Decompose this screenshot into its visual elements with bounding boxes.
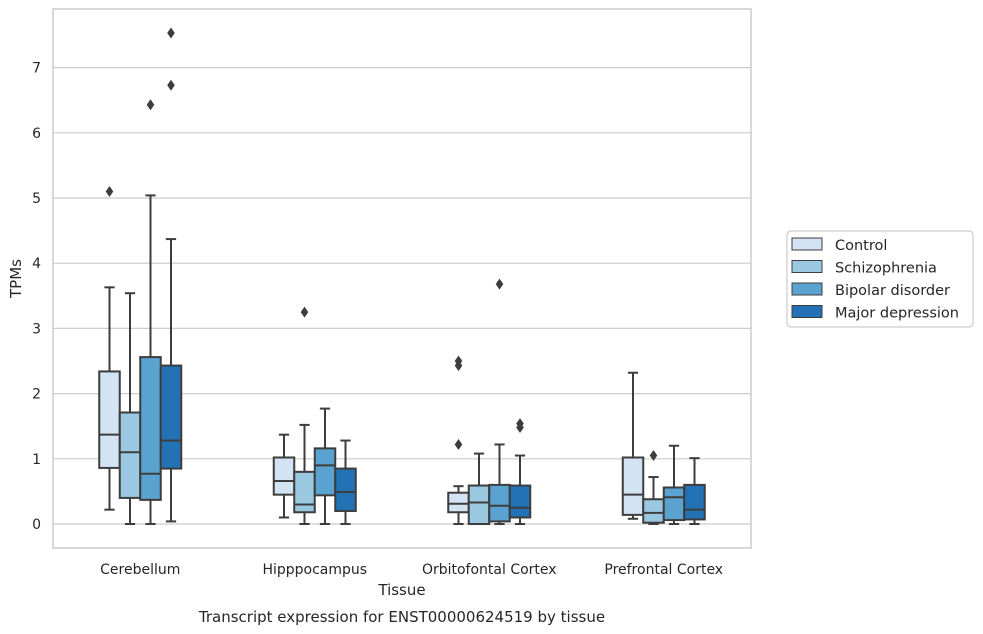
- box-iqr: [118, 411, 142, 499]
- outlier-point: [105, 185, 114, 197]
- box-3-0: [621, 371, 645, 520]
- box-iqr: [508, 484, 532, 519]
- box-2-2: [488, 278, 511, 525]
- box-iqr: [139, 356, 162, 501]
- y-tick-label: 3: [32, 321, 41, 337]
- box-iqr: [159, 364, 183, 470]
- legend-item: Control: [791, 237, 887, 254]
- box-3-1: [642, 450, 665, 525]
- x-tick-label: Hipppocampus: [262, 562, 367, 578]
- outlier-point: [454, 355, 463, 367]
- outlier-point: [167, 27, 175, 39]
- box-iqr: [293, 470, 316, 514]
- box-3-3: [683, 457, 706, 525]
- legend-swatch: [791, 305, 823, 318]
- box-iqr: [447, 491, 470, 514]
- outlier-point: [454, 438, 463, 450]
- box-iqr: [642, 498, 665, 524]
- box-iqr: [313, 447, 337, 497]
- box-3-2: [662, 444, 686, 525]
- x-axis-ticks: Cerebellum Hipppocampus Orbitofontal Corte…: [100, 562, 723, 578]
- box-iqr: [621, 456, 645, 516]
- box-0-3: [159, 27, 183, 523]
- legend-swatch: [791, 260, 823, 273]
- box-1-1: [293, 306, 316, 525]
- legend-frame: [786, 230, 974, 328]
- y-tick-label: 6: [32, 126, 41, 142]
- box-0-0: [98, 185, 121, 511]
- legend: Control Schizophrenia Bipolar disorder Majo…: [786, 230, 974, 328]
- box-iqr: [488, 483, 511, 523]
- chart-title: Transcript expression for ENST0000062451…: [198, 608, 605, 626]
- x-tick-label: Orbitofontal Cortex: [422, 562, 557, 578]
- box-1-3: [334, 439, 357, 525]
- box-2-1: [467, 452, 491, 526]
- box-iqr: [272, 456, 296, 496]
- legend-label: Bipolar disorder: [835, 283, 950, 299]
- box-0-1: [118, 292, 142, 525]
- box-2-3: [508, 418, 532, 525]
- outlier-point: [516, 418, 524, 430]
- y-tick-label: 2: [32, 387, 41, 403]
- outlier-point: [300, 306, 309, 318]
- box-iqr: [683, 483, 706, 521]
- y-axis-label: TPMs: [7, 259, 25, 299]
- legend-label: Control: [835, 238, 887, 254]
- legend-item: Major depression: [791, 305, 959, 322]
- box-iqr: [467, 484, 491, 526]
- box-iqr: [98, 370, 121, 469]
- outlier-point: [649, 450, 658, 462]
- legend-swatch: [791, 282, 823, 296]
- box-plot-series: [98, 27, 706, 526]
- x-tick-label: Prefrontal Cortex: [604, 562, 723, 578]
- plot-frame: [52, 8, 752, 549]
- box-1-2: [313, 407, 337, 525]
- outlier-point: [146, 99, 155, 111]
- outlier-point: [495, 278, 504, 290]
- legend-swatch: [791, 237, 823, 251]
- y-tick-label: 7: [32, 61, 41, 77]
- legend-item: Schizophrenia: [791, 260, 937, 277]
- box-iqr: [662, 486, 686, 522]
- y-tick-label: 4: [32, 256, 41, 272]
- box-1-0: [272, 433, 296, 519]
- legend-label: Major depression: [835, 306, 959, 322]
- y-tick-label: 1: [32, 452, 41, 468]
- x-tick-label: Cerebellum: [100, 562, 180, 578]
- y-tick-label: 0: [32, 517, 41, 533]
- y-axis-ticks: 0 1 2 3 4 5 6 7: [32, 61, 41, 533]
- y-tick-label: 5: [32, 191, 41, 207]
- box-0-2: [139, 99, 162, 525]
- box-iqr: [334, 467, 357, 512]
- outlier-point: [167, 79, 175, 91]
- box-2-0: [447, 355, 470, 525]
- legend-label: Schizophrenia: [835, 261, 937, 277]
- x-axis-label: Tissue: [377, 581, 425, 599]
- legend-item: Bipolar disorder: [791, 282, 950, 299]
